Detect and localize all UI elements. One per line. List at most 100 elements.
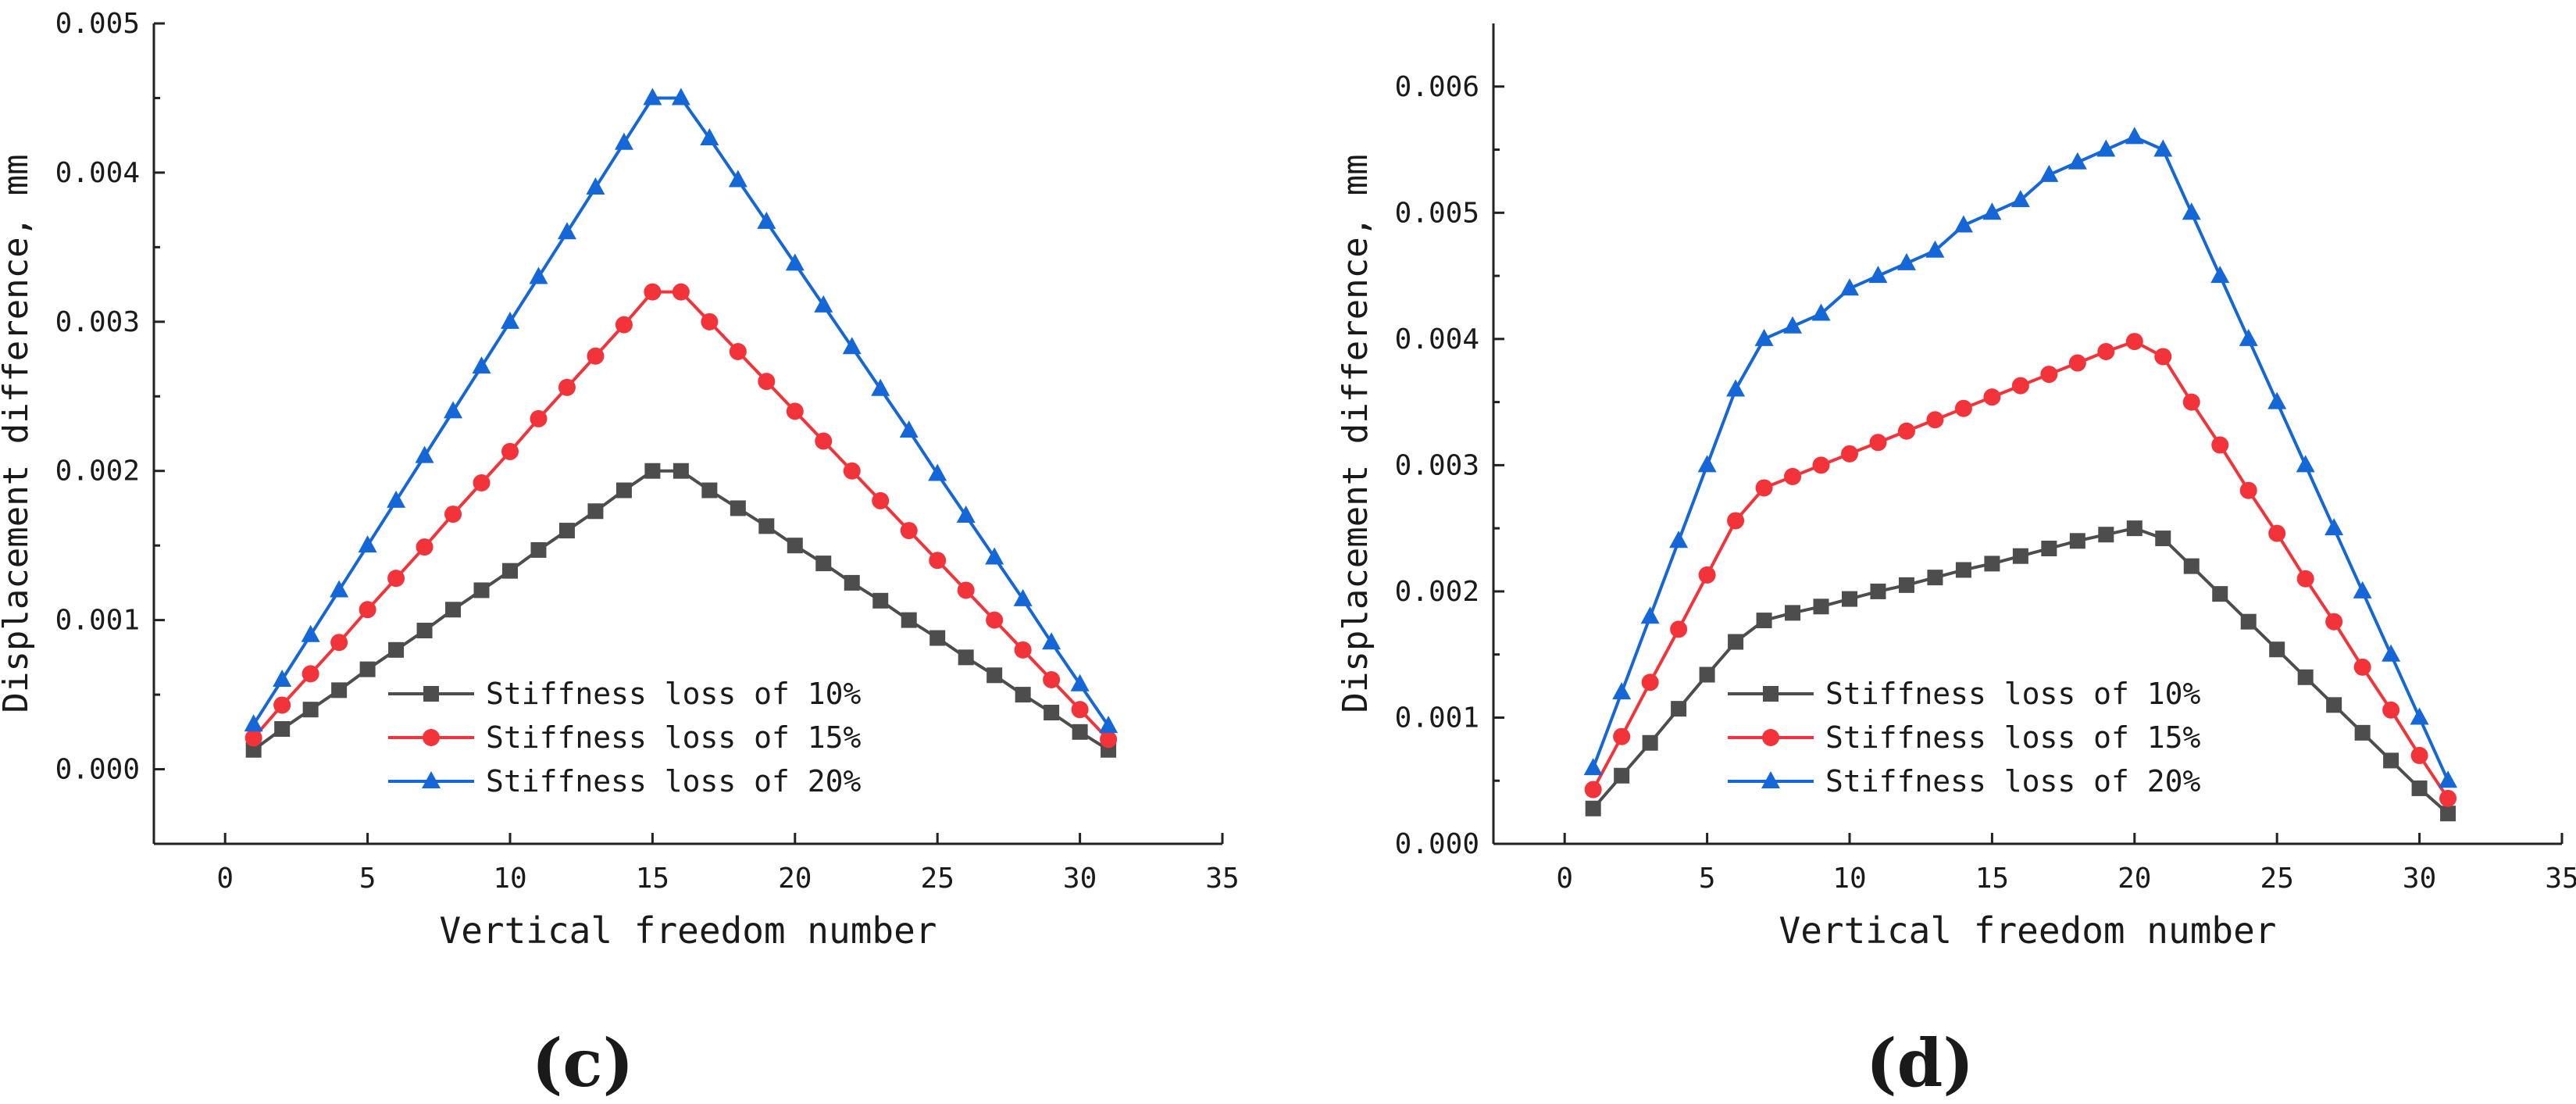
chart-d-data-point — [2069, 533, 2085, 549]
chart-d-data-point — [2154, 348, 2172, 366]
chart-c-legend-label: Stiffness loss of 20% — [486, 764, 862, 799]
chart-d-data-point — [2267, 391, 2287, 409]
chart-d-data-point — [1983, 388, 2001, 406]
chart-d-data-point — [2326, 697, 2342, 713]
chart-c-data-point — [358, 535, 377, 553]
chart-c-x-axis-label: Vertical freedom number — [440, 909, 937, 952]
chart-c-data-point — [530, 409, 548, 427]
chart-c-data-point — [472, 356, 491, 374]
chart-d-data-point — [2068, 354, 2086, 372]
chart-d-data-point — [1614, 767, 1630, 784]
chart-d-data-point — [1984, 556, 2000, 572]
chart-d-data-point — [1870, 583, 1886, 599]
chart-c-data-point — [985, 547, 1004, 565]
chart-c-x-tick-label: 15 — [636, 863, 669, 895]
chart-c-data-point — [359, 601, 376, 619]
chart-d-data-point — [1813, 598, 1829, 615]
chart-d-series-2 — [1584, 333, 2457, 807]
chart-c-data-point — [815, 432, 833, 450]
chart-c-data-point — [359, 661, 376, 677]
chart-c-data-point — [444, 401, 463, 419]
chart-d-data-point — [2296, 455, 2315, 473]
chart-c-data-point — [586, 177, 605, 195]
chart-d-data-point — [1697, 455, 1717, 473]
chart-d-data-point — [2210, 266, 2230, 284]
chart-d-data-point — [2383, 752, 2399, 769]
panel-label-d: (d) — [1866, 1024, 1974, 1102]
chart-d-data-point — [2212, 586, 2228, 602]
chart-d-data-point — [2353, 581, 2372, 598]
chart-c-data-point — [558, 523, 575, 539]
chart-c-data-point — [701, 313, 719, 330]
chart-d-data-point — [2126, 520, 2143, 537]
chart-d-data-point — [2296, 570, 2314, 588]
chart-d-legend-marker — [1761, 771, 1780, 788]
chart-c-data-point — [673, 463, 689, 479]
chart-d-x-tick-label: 35 — [2545, 863, 2576, 895]
chart-d-data-point — [2182, 202, 2201, 220]
chart-d-data-point — [1754, 328, 1774, 346]
chart-c-data-point — [844, 574, 860, 591]
chart-d-data-point — [2382, 644, 2401, 662]
chart-c-data-point — [1015, 687, 1031, 703]
chart-c-y-tick-label: 0.000 — [55, 754, 140, 786]
chart-d-data-point — [2098, 527, 2114, 543]
chart-d-y-tick-label: 0.006 — [1395, 71, 1479, 103]
chart-d-x-tick-label: 30 — [2403, 863, 2436, 895]
chart-c-legend-label: Stiffness loss of 10% — [486, 677, 862, 711]
chart-d-data-point — [2012, 548, 2028, 564]
chart-d-data-point — [2153, 139, 2173, 157]
chart-c-data-point — [388, 641, 405, 658]
chart-d-y-tick-label: 0.001 — [1395, 702, 1479, 734]
chart-d-legend-label: Stiffness loss of 15% — [1825, 720, 2201, 755]
chart-c-data-point — [302, 702, 319, 718]
chart-c-x-tick-label: 25 — [921, 863, 954, 895]
chart-d-data-point — [2239, 328, 2258, 346]
chart-d-data-point — [2239, 481, 2257, 499]
chart-c-data-point — [245, 741, 262, 758]
chart-c-data-point — [501, 442, 519, 460]
chart-d-data-point — [2010, 190, 2030, 208]
chart-c-data-point — [273, 696, 291, 714]
chart-d-data-point — [1898, 577, 1914, 593]
chart-c-series-line — [252, 96, 1110, 727]
chart-c-data-point — [615, 482, 632, 498]
chart-d-data-point — [1728, 634, 1744, 650]
chart-d-data-point — [1982, 202, 2002, 220]
chart-d-data-point — [2439, 770, 2458, 788]
chart-d-y-tick-label: 0.002 — [1395, 576, 1479, 608]
chart-c-data-point — [929, 630, 946, 646]
chart-d-legend-item-1: Stiffness loss of 10% — [1728, 677, 2201, 711]
chart-c-data-point — [671, 88, 690, 105]
chart-d-data-point — [2039, 164, 2059, 182]
chart-c-data-point — [387, 490, 406, 508]
chart-d-legend-marker — [1762, 729, 1779, 746]
chart-d-y-tick-label: 0.005 — [1395, 197, 1479, 229]
chart-c-data-point — [843, 462, 861, 480]
chart-c-data-point — [530, 541, 547, 558]
chart-c-data-point — [786, 402, 804, 420]
chart-d-data-point — [2410, 707, 2429, 725]
chart-d-data-point — [2440, 806, 2456, 822]
chart-d-data-point — [2125, 127, 2144, 145]
chart-c-data-point — [644, 283, 662, 301]
chart-d-y-tick-label: 0.003 — [1395, 449, 1479, 481]
chart-d-data-point — [1641, 673, 1659, 691]
chart-d-y-tick-label: 0.000 — [1395, 828, 1479, 860]
chart-d-data-point — [1869, 434, 1887, 452]
chart-c-data-point — [644, 463, 661, 479]
chart-d-data-point — [2353, 658, 2371, 676]
chart-d-data-point — [2297, 669, 2314, 685]
chart-d-data-point — [1954, 399, 1972, 417]
chart-c-data-point — [757, 211, 776, 229]
chart-d-data-point — [2439, 789, 2457, 807]
chart-c-x-tick-label: 10 — [493, 863, 526, 895]
chart-d-data-point — [1698, 566, 1716, 584]
chart-c-y-tick-label: 0.003 — [55, 306, 140, 338]
chart-d-legend-label: Stiffness loss of 20% — [1825, 764, 2201, 799]
chart-d-data-point — [1613, 727, 1631, 745]
chart-c-data-point — [330, 634, 348, 652]
chart-c-data-point — [815, 556, 832, 572]
chart-c-legend-item-3: Stiffness loss of 20% — [388, 764, 862, 799]
chart-c-data-point — [557, 222, 576, 240]
